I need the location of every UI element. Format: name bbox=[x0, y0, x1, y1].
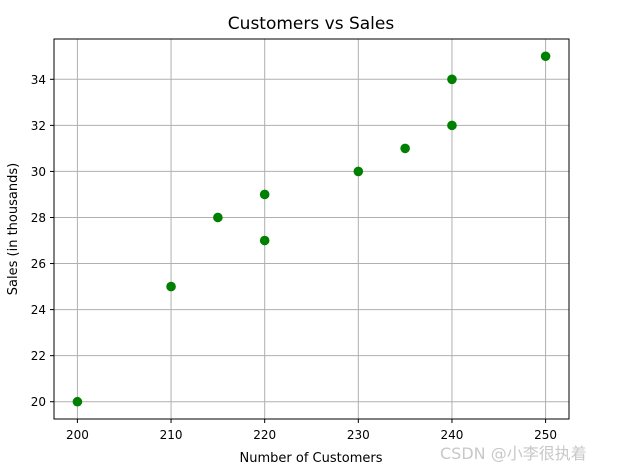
scatter-point bbox=[354, 167, 364, 177]
y-tick-label: 30 bbox=[31, 165, 46, 179]
scatter-point bbox=[260, 190, 270, 200]
scatter-point bbox=[213, 213, 223, 223]
y-tick-label: 34 bbox=[31, 73, 46, 87]
y-tick-label: 24 bbox=[31, 303, 46, 317]
plot-area bbox=[54, 39, 569, 419]
scatter-point bbox=[541, 51, 551, 61]
chart-title: Customers vs Sales bbox=[228, 14, 395, 34]
data-points bbox=[73, 51, 551, 406]
y-tick-label: 32 bbox=[31, 119, 46, 133]
grid-lines bbox=[54, 39, 569, 419]
x-tick-label: 220 bbox=[253, 428, 276, 442]
scatter-point bbox=[73, 397, 83, 407]
y-axis-label: Sales (in thousands) bbox=[6, 163, 21, 295]
x-tick-label: 230 bbox=[347, 428, 370, 442]
scatter-point bbox=[260, 236, 270, 246]
y-tick-label: 20 bbox=[31, 395, 46, 409]
scatter-point bbox=[447, 121, 457, 131]
x-axis-label: Number of Customers bbox=[240, 451, 383, 466]
scatter-point bbox=[447, 75, 457, 85]
x-tick-label: 210 bbox=[160, 428, 183, 442]
scatter-point bbox=[166, 282, 176, 292]
y-tick-label: 28 bbox=[31, 211, 46, 225]
y-tick-label: 22 bbox=[31, 349, 46, 363]
watermark: CSDN @小李很执着 bbox=[440, 440, 587, 464]
scatter-point bbox=[400, 144, 410, 154]
y-tick-label: 26 bbox=[31, 257, 46, 271]
x-tick-label: 200 bbox=[66, 428, 89, 442]
